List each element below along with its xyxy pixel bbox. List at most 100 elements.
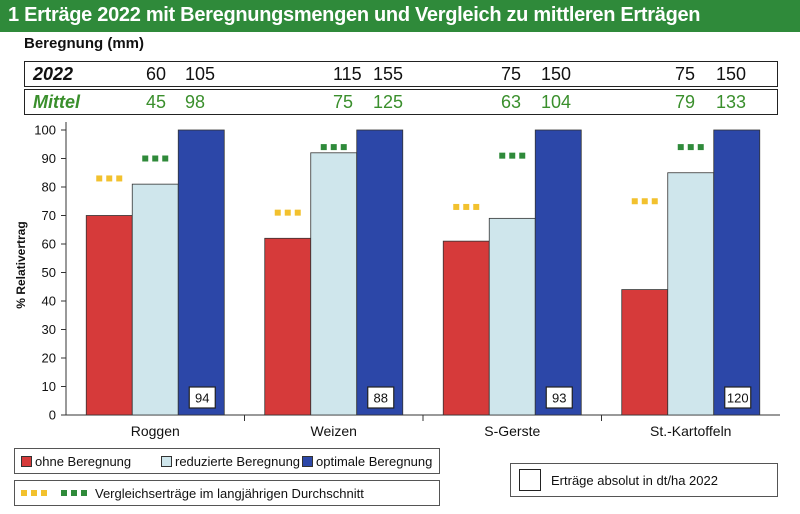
comparison-mark-reduced (96, 175, 103, 182)
bar-reduziert (488, 217, 536, 416)
y-tick-label: 60 (42, 237, 56, 252)
comparison-mark-reduced (651, 198, 658, 205)
y-tick-label: 30 (42, 322, 56, 337)
irrigation-2022-roggen-reduced: 60 (146, 64, 167, 84)
title-bar: 1 Erträge 2022 mit Beregnungsmengen und … (0, 0, 800, 32)
bar-optimal (356, 129, 404, 416)
comparison-legend: Vergleichserträge im langjährigen Durchs… (14, 480, 440, 506)
bar-ohne (442, 240, 490, 416)
absolute-value-box (545, 386, 573, 409)
row-label-mittel: Mittel (33, 92, 80, 112)
comparison-mark-reduced (284, 209, 291, 216)
comparison-mark-optimal (340, 144, 347, 151)
irrigation-mittel-gerste-optimal: 104 (541, 92, 572, 112)
comparison-mark-optimal (320, 144, 327, 151)
comparison-mark-reduced (641, 198, 648, 205)
legend-label-ohne: ohne Beregnung (35, 454, 132, 469)
comparison-mark-reduced (106, 175, 113, 182)
irrigation-mittel-kartoffeln-reduced: 79 (675, 92, 696, 112)
comparison-mark-reduced (631, 198, 638, 205)
absolute-value-box (188, 386, 216, 409)
series-legend: ohne Beregnung reduzierte Beregnung opti… (14, 448, 440, 474)
comparison-mark-reduced (274, 209, 281, 216)
legend-absolute-box (519, 469, 541, 491)
x-tick-label: Roggen (131, 423, 180, 439)
irrigation-mittel-roggen-reduced: 45 (146, 92, 167, 112)
comparison-mark-optimal (677, 144, 684, 151)
legend-label-reduziert: reduzierte Beregnung (175, 454, 301, 469)
irrigation-mittel-weizen-reduced: 75 (333, 92, 354, 112)
comparison-mark-reduced (453, 203, 460, 210)
legend-label-comparison: Vergleichserträge im langjährigen Durchs… (95, 486, 364, 501)
y-tick-label: 100 (34, 123, 56, 138)
y-tick-label: 50 (42, 265, 56, 280)
y-tick-label: 80 (42, 180, 56, 195)
page-title: 1 Erträge 2022 mit Beregnungsmengen und … (8, 4, 701, 26)
comparison-mark-reduced (116, 175, 123, 182)
absolute-legend: Erträge absolut in dt/ha 2022 (510, 463, 778, 497)
irrigation-2022-weizen-reduced: 115 (333, 64, 362, 84)
legend-dash-yellow-3 (41, 490, 47, 496)
legend-swatch-ohne (21, 456, 32, 467)
comparison-mark-reduced (473, 203, 480, 210)
row-label-2022: 2022 (33, 64, 74, 84)
y-tick-label: 70 (42, 208, 56, 223)
irrigation-row-2022: 2022 60 105 115 155 75 150 75 150 (24, 61, 778, 87)
x-tick-label: St.-Kartoffeln (650, 423, 731, 439)
bar-ohne (621, 289, 669, 416)
irrigation-2022-weizen-optimal: 155 (373, 64, 404, 84)
comparison-mark-optimal (509, 152, 516, 159)
irrigation-mittel-roggen-optimal: 98 (185, 92, 206, 112)
bar-optimal (713, 129, 761, 416)
irrigation-2022-gerste-reduced: 75 (501, 64, 522, 84)
comparison-mark-optimal (330, 144, 337, 151)
absolute-value-label: 88 (374, 391, 388, 406)
irrigation-mittel-weizen-optimal: 125 (373, 92, 404, 112)
y-tick-label: 40 (42, 294, 56, 309)
legend-label-optimal: optimale Beregnung (316, 454, 433, 469)
irrigation-2022-gerste-optimal: 150 (541, 64, 572, 84)
y-tick-label: 10 (42, 379, 56, 394)
comparison-mark-reduced (463, 203, 470, 210)
comparison-mark-optimal (142, 155, 149, 162)
bar-ohne (85, 215, 133, 416)
legend-swatch-optimal (302, 456, 313, 467)
absolute-value-label: 93 (552, 391, 566, 406)
y-tick-label: 90 (42, 151, 56, 166)
legend-dash-green-2 (71, 490, 77, 496)
bar-reduziert (131, 183, 179, 416)
comparison-mark-optimal (519, 152, 526, 159)
legend-dash-yellow-1 (21, 490, 27, 496)
absolute-value-box (367, 386, 395, 409)
irrigation-mittel-kartoffeln-optimal: 133 (716, 92, 747, 112)
y-tick-label: 20 (42, 351, 56, 366)
absolute-value-label: 94 (195, 391, 209, 406)
legend-dash-green-1 (61, 490, 67, 496)
legend-label-absolute: Erträge absolut in dt/ha 2022 (551, 473, 718, 488)
legend-dash-yellow-2 (31, 490, 37, 496)
bar-optimal (177, 129, 225, 416)
y-tick-label: 0 (49, 408, 56, 423)
irrigation-mittel-gerste-reduced: 63 (501, 92, 522, 112)
irrigation-2022-kartoffeln-optimal: 150 (716, 64, 747, 84)
irrigation-label: Beregnung (mm) (24, 35, 144, 52)
bar-ohne (264, 237, 312, 416)
comparison-mark-optimal (687, 144, 694, 151)
irrigation-2022-kartoffeln-reduced: 75 (675, 64, 696, 84)
absolute-value-label: 120 (727, 391, 749, 406)
x-tick-label: S-Gerste (484, 423, 540, 439)
irrigation-2022-roggen-optimal: 105 (185, 64, 216, 84)
legend-dash-green-3 (81, 490, 87, 496)
comparison-mark-optimal (152, 155, 159, 162)
bar-reduziert (310, 152, 358, 416)
x-tick-label: Weizen (311, 423, 357, 439)
comparison-mark-reduced (294, 209, 301, 216)
irrigation-row-mittel: Mittel 45 98 75 125 63 104 79 133 (24, 89, 778, 115)
comparison-mark-optimal (499, 152, 506, 159)
legend-swatch-reduziert (161, 456, 172, 467)
comparison-mark-optimal (697, 144, 704, 151)
absolute-value-box (724, 386, 752, 409)
bar-reduziert (667, 172, 715, 416)
y-axis-label: % Relativertrag (14, 221, 28, 308)
